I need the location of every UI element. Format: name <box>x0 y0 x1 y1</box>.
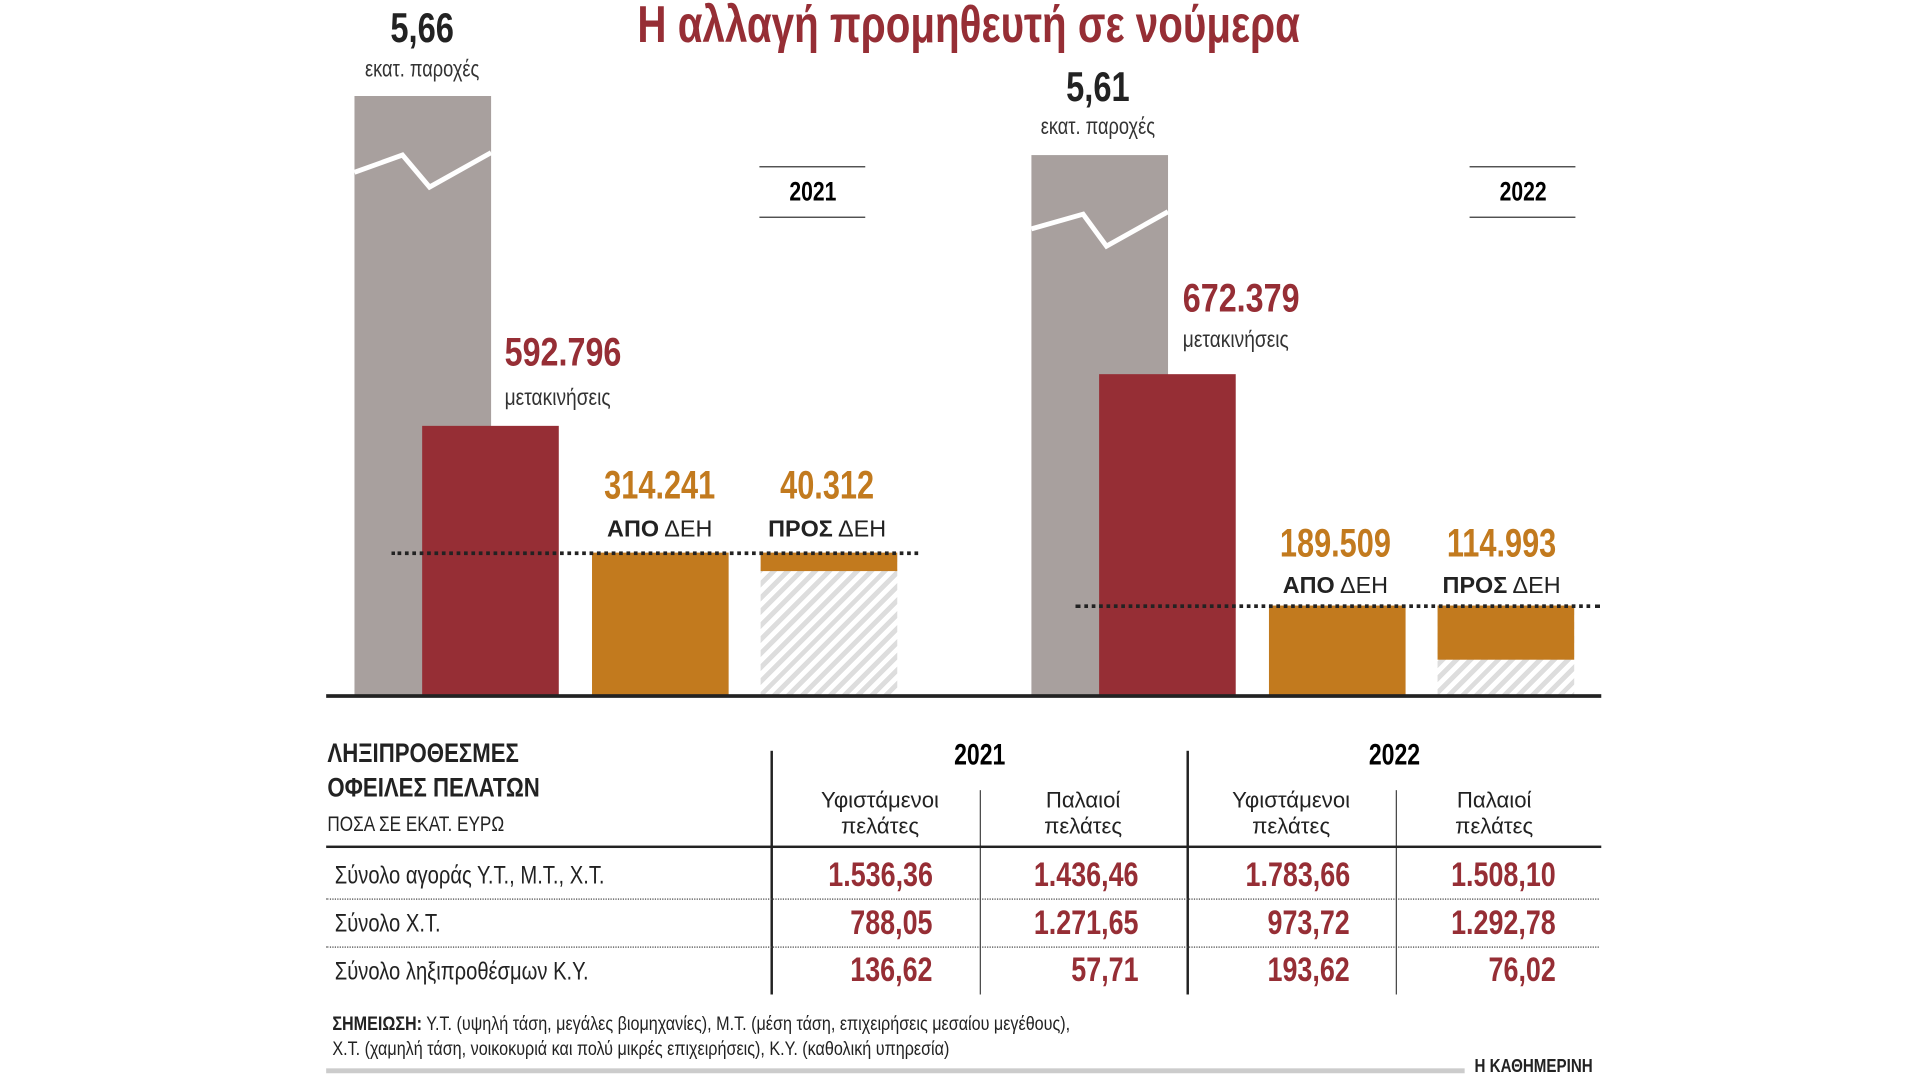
supplies-value-2021: 5,66 <box>390 4 454 52</box>
row-label: Σύνολο Χ.Τ. <box>334 910 441 938</box>
table-cell: 1.436,46 <box>1033 855 1139 894</box>
from-dei-value-2022: 189.509 <box>1279 520 1391 565</box>
supplies-unit-2021: εκατ. παροχές <box>365 56 480 83</box>
table-year-2022: 2022 <box>1368 738 1421 772</box>
chart-title: Η αλλαγή προμηθευτή σε νούμερα <box>637 0 1300 53</box>
source-logo: Η ΚΑΘΗΜΕΡΙΝΗ <box>1474 1056 1593 1077</box>
switches-unit-2022: μετακινήσεις <box>1182 327 1289 354</box>
axis-break-icon <box>1030 209 1170 250</box>
table-cell: 973,72 <box>1267 903 1351 942</box>
row-label: Σύνολο αγοράς Υ.Τ., Μ.Τ., Χ.Τ. <box>334 862 605 890</box>
to-dei-label-2021: ΠΡΟΣ ΔΕΗ <box>768 516 887 543</box>
divider <box>1395 790 1397 995</box>
from-dei-value-2021: 314.241 <box>604 462 716 508</box>
table-cell: 136,62 <box>850 950 933 989</box>
axis-break-icon <box>353 150 493 191</box>
col-header: Υφιστάμενοι πελάτες <box>1232 787 1351 839</box>
divider <box>770 750 773 995</box>
col-header: Παλαιοί πελάτες <box>1455 787 1534 839</box>
table-cell: 1.271,65 <box>1033 903 1139 942</box>
divider <box>979 790 981 995</box>
year-label-2021: 2021 <box>759 166 866 218</box>
from-dei-label-2021: ΑΠΟ ΔΕΗ <box>607 516 713 543</box>
table-cell: 57,71 <box>1071 950 1139 989</box>
footnote: ΣΗΜΕΙΩΣΗ: Υ.Τ. (υψηλή τάση, μεγάλες βιομ… <box>332 1014 1071 1060</box>
switches-value-2022: 672.379 <box>1182 275 1300 321</box>
table-cell: 1.783,66 <box>1245 855 1351 894</box>
table-units: ΠΟΣΑ ΣΕ ΕΚΑΤ. ΕΥΡΩ <box>327 812 505 836</box>
from-dei-bar-2022 <box>1268 604 1406 696</box>
col-header: Παλαιοί πελάτες <box>1044 787 1123 839</box>
table-title: ΛΗΞΙΠΡΟΘΕΣΜΕΣ ΟΦΕΙΛΕΣ ΠΕΛΑΤΩΝ <box>327 737 540 803</box>
divider <box>1186 750 1189 995</box>
from-dei-bar-2021 <box>592 552 729 696</box>
switches-value-2021: 592.796 <box>504 329 622 375</box>
table-cell: 76,02 <box>1488 950 1556 989</box>
row-separator <box>326 898 1599 900</box>
switches-bar-2022 <box>1099 374 1236 696</box>
supplies-value-2022: 5,61 <box>1066 64 1130 111</box>
to-dei-value-2022: 114.993 <box>1446 520 1557 565</box>
from-dei-label-2022: ΑΠΟ ΔΕΗ <box>1282 573 1389 600</box>
table-cell: 1.536,36 <box>828 855 933 894</box>
table-cell: 1.292,78 <box>1451 903 1556 942</box>
table-cell: 1.508,10 <box>1451 855 1556 894</box>
to-dei-bar-2022 <box>1437 604 1575 660</box>
to-dei-bar-2021 <box>760 552 898 571</box>
row-label: Σύνολο ληξιπροθέσμων Κ.Υ. <box>334 958 589 986</box>
supplies-unit-2022: εκατ. παροχές <box>1040 114 1156 141</box>
row-separator <box>326 946 1599 948</box>
from-dei-reference-line-2022 <box>1075 603 1601 608</box>
axis-break-layer <box>0 0 1920 738</box>
to-dei-reference-bar-2021 <box>760 552 898 696</box>
table-year-2021: 2021 <box>954 738 1006 772</box>
switches-bar-2021 <box>422 425 559 696</box>
year-label-2022: 2022 <box>1469 166 1576 218</box>
switches-unit-2021: μετακινήσεις <box>504 385 611 412</box>
footer-rule <box>326 1068 1465 1074</box>
to-dei-value-2021: 40.312 <box>780 462 875 508</box>
table-cell: 788,05 <box>850 903 933 942</box>
from-dei-reference-line-2021 <box>391 551 919 556</box>
to-dei-label-2022: ΠΡΟΣ ΔΕΗ <box>1442 573 1561 600</box>
col-header: Υφιστάμενοι πελάτες <box>821 787 939 839</box>
baseline <box>326 694 1602 698</box>
header-rule <box>326 845 1602 849</box>
table-cell: 193,62 <box>1267 950 1351 989</box>
